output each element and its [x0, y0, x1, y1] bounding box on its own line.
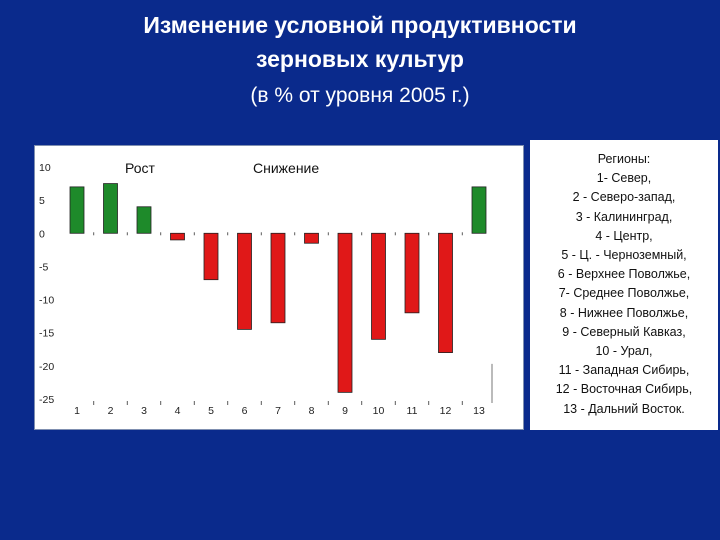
bar-region-2	[103, 183, 118, 234]
legend-item: 5 - Ц. - Черноземный,	[561, 248, 687, 263]
bar-region-13	[471, 186, 487, 234]
y-tick-label: -5	[39, 261, 48, 273]
legend-item: 8 - Нижнее Поволжье,	[559, 305, 689, 320]
x-tick-label: 8	[309, 405, 315, 417]
y-tick-label: -25	[39, 394, 54, 406]
y-tick-label: -20	[39, 361, 54, 373]
x-tick-label: 2	[108, 405, 114, 417]
legend-item: 3 - Калининград,	[575, 209, 673, 224]
title-line-1: Изменение условной продуктивности	[143, 12, 577, 38]
x-tick-label: 11	[407, 405, 418, 417]
chart-subtitle: (в % от уровня 2005 г.)	[250, 84, 470, 107]
x-tick-label: 5	[208, 405, 214, 417]
regions-legend: Регионы: 1- Север, 2 - Северо-запад, 3 - Ка…	[530, 140, 718, 430]
legend-item: 12 - Восточная Сибирь,	[555, 382, 693, 397]
y-tick-label: 10	[39, 162, 51, 174]
x-tick-label: 10	[373, 405, 385, 417]
bar-region-11	[404, 232, 420, 314]
bar-region-1	[69, 186, 85, 234]
y-tick-label: 0	[39, 228, 45, 240]
bar-region-6	[237, 232, 252, 330]
bar-region-7	[270, 232, 286, 324]
bar-region-8	[304, 232, 319, 244]
bar-region-9	[337, 232, 353, 393]
x-tick-label: 12	[440, 405, 452, 417]
y-tick-label: -15	[39, 328, 54, 340]
x-tick-label: 13	[473, 405, 485, 417]
x-tick-label: 6	[242, 405, 248, 417]
legend-item: 11 - Западная Сибирь,	[558, 363, 690, 378]
legend-item: 13 - Дальний Восток.	[563, 401, 685, 416]
legend-item: 4 - Центр,	[595, 228, 653, 243]
y-tick-label: -10	[39, 295, 54, 307]
x-tick-label: 7	[275, 405, 281, 417]
chart-panel: 10 5 0 -5 -10 -15 -20 -25 1 2 3 4 5 6 7 8 9 10 11 12 13 Рост С…	[34, 145, 524, 430]
x-tick-label: 1	[74, 405, 80, 417]
legend-item: 9 - Северный Кавказ,	[562, 324, 686, 339]
x-tick-label: 9	[342, 405, 348, 417]
bar-region-12	[438, 232, 453, 353]
bar-region-5	[203, 232, 219, 281]
legend-item: 7- Среднее Поволжье,	[558, 286, 690, 301]
title-line-2: зерновых культур	[256, 46, 464, 72]
annotation-growth: Рост	[125, 160, 156, 176]
bar-region-4	[170, 232, 185, 241]
x-tick-label: 4	[175, 405, 181, 417]
legend-item: 2 - Северо-запад,	[572, 190, 676, 205]
legend-heading: Регионы:	[597, 152, 651, 166]
chart-title: Изменение условной продуктивности зернов…	[0, 8, 720, 76]
legend-item: 6 - Верхнее Поволжье,	[557, 267, 691, 282]
bar-region-3	[136, 206, 152, 234]
legend-item: 10 - Урал,	[595, 344, 653, 359]
annotation-decline: Снижение	[253, 160, 319, 176]
legend-item: 1- Север,	[596, 171, 652, 186]
y-tick-label: 5	[39, 195, 45, 207]
x-tick-label: 3	[141, 405, 147, 417]
bar-region-10	[371, 232, 386, 340]
